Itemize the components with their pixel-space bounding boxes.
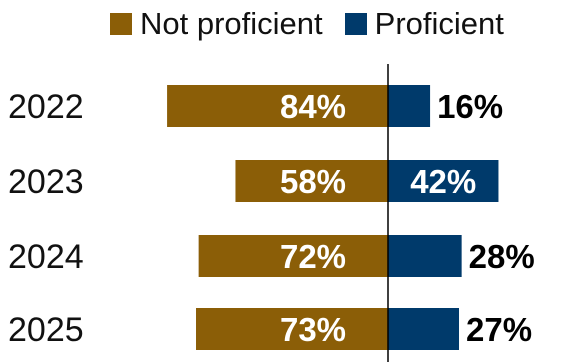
legend-item-proficient: Proficient xyxy=(344,6,504,42)
legend-label-proficient: Proficient xyxy=(374,6,504,41)
data-label-proficient-2023: 42% xyxy=(410,163,476,200)
bar-proficient-2024 xyxy=(388,235,462,277)
bar-not-proficient-2024 xyxy=(198,235,388,277)
category-label-2025: 2025 xyxy=(8,311,84,349)
data-label-proficient-2025: 27% xyxy=(466,311,532,348)
bar-proficient-2022 xyxy=(388,85,431,127)
legend-item-not-proficient: Not proficient xyxy=(110,6,323,42)
bar-proficient-2023 xyxy=(388,160,499,202)
category-label-2024: 2024 xyxy=(8,238,84,276)
bar-not-proficient-2025 xyxy=(196,308,388,350)
data-label-not-proficient-2022: 84% xyxy=(280,88,346,125)
legend: Not proficient Proficient xyxy=(110,4,504,44)
bar-not-proficient-2022 xyxy=(167,85,388,127)
data-label-not-proficient-2023: 58% xyxy=(280,163,346,200)
legend-swatch-not-proficient xyxy=(110,13,132,35)
data-label-proficient-2024: 28% xyxy=(469,238,535,275)
legend-label-not-proficient: Not proficient xyxy=(140,6,323,41)
bar-proficient-2025 xyxy=(388,308,460,350)
category-label-2023: 2023 xyxy=(8,163,84,201)
data-label-not-proficient-2024: 72% xyxy=(280,238,346,275)
data-label-proficient-2022: 16% xyxy=(437,88,503,125)
bar-not-proficient-2023 xyxy=(235,160,388,202)
legend-swatch-proficient xyxy=(344,13,367,35)
category-label-2022: 2022 xyxy=(8,88,84,126)
data-label-not-proficient-2025: 73% xyxy=(280,311,346,348)
